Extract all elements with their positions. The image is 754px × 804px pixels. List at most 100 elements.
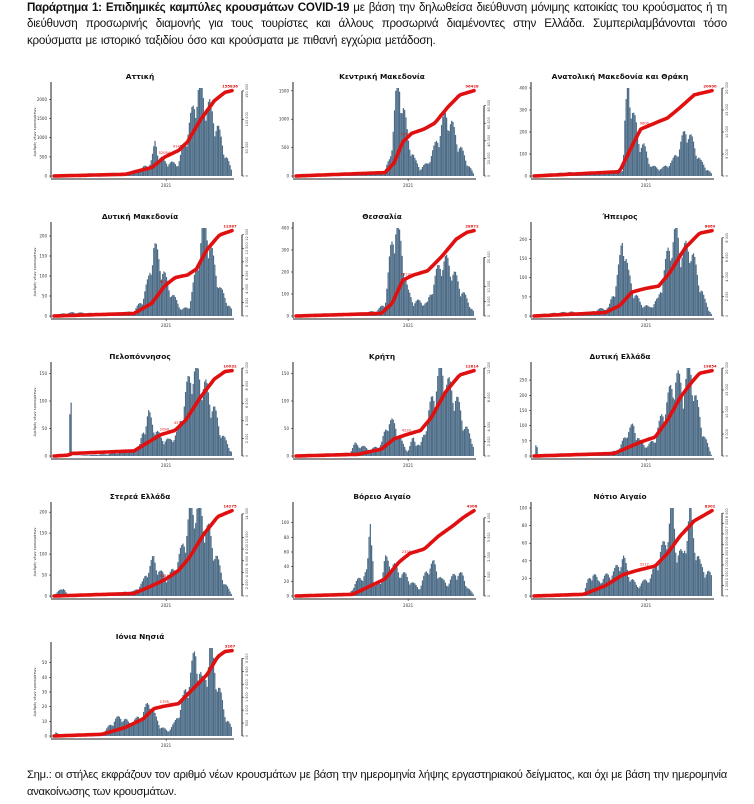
daily-bar (159, 728, 161, 736)
y2-tick-label: 2 000 (487, 552, 491, 562)
daily-bar (415, 160, 417, 176)
daily-bar (644, 146, 646, 176)
daily-bar (143, 711, 145, 736)
daily-bar (426, 301, 429, 316)
daily-bar (190, 508, 192, 596)
y2-tick-label: 0 (245, 735, 249, 737)
daily-bar (453, 126, 455, 176)
daily-bar (615, 286, 617, 316)
daily-bar (160, 437, 163, 456)
y-tick-label: 0 (524, 454, 527, 459)
y-tick-label: 150 (519, 256, 527, 261)
y2-tick-label: 6 000 (725, 252, 729, 262)
daily-bar (186, 691, 188, 736)
daily-bar (698, 157, 700, 176)
y-tick-label: 40 (42, 675, 48, 680)
daily-bar (699, 559, 701, 596)
daily-bar (421, 305, 424, 316)
daily-bar (404, 446, 406, 456)
daily-bar (162, 440, 164, 456)
daily-bar (195, 656, 197, 736)
daily-bar (704, 577, 706, 596)
daily-bar (223, 293, 225, 316)
daily-bar (392, 244, 394, 316)
daily-bar (396, 567, 398, 596)
daily-bar (704, 167, 706, 176)
daily-bar (60, 589, 62, 596)
daily-bar (462, 430, 464, 456)
daily-bar (184, 307, 187, 316)
daily-bar (117, 453, 119, 456)
daily-bar (400, 437, 402, 456)
cumulative-line (52, 228, 234, 318)
daily-bar (167, 166, 169, 176)
daily-bar (705, 439, 707, 456)
daily-bar (418, 589, 420, 596)
chart-svg: 0 50 100 150 200 2021 0 2 000 4 000 6 000 8 000 886… (519, 222, 729, 328)
daily-bar (181, 149, 183, 176)
daily-bar (654, 301, 656, 316)
daily-bar (625, 563, 627, 596)
daily-bar (591, 580, 593, 596)
daily-bar (671, 258, 673, 316)
y-tick-label: 0 (286, 594, 289, 599)
daily-bar (196, 267, 198, 316)
daily-bar (163, 574, 165, 596)
daily-bar (672, 242, 674, 316)
daily-bar (150, 560, 152, 596)
daily-bar (216, 287, 218, 316)
daily-bar (624, 437, 626, 456)
daily-bar (178, 307, 180, 316)
y2-tick-label: 20 000 (725, 82, 729, 94)
daily-bar (196, 368, 198, 456)
daily-bar (187, 308, 189, 316)
daily-bar (429, 568, 431, 596)
daily-bar (219, 565, 221, 596)
daily-bar (179, 309, 182, 316)
y-tick-label: 400 (519, 86, 527, 91)
daily-bar (397, 88, 399, 176)
daily-bar (700, 160, 702, 176)
daily-bar (647, 582, 649, 596)
daily-bar (148, 410, 150, 456)
daily-bar (642, 442, 644, 456)
daily-bar (437, 265, 439, 316)
daily-bar (156, 155, 159, 176)
daily-bar (397, 228, 399, 316)
daily-bar (204, 228, 206, 316)
daily-bar (223, 154, 225, 176)
daily-bar (123, 452, 126, 456)
daily-bar (649, 307, 651, 316)
cumulative-line (532, 368, 714, 458)
daily-bar (401, 574, 403, 596)
daily-bar (183, 546, 185, 596)
chart-svg: 0 100 200 300 400 2021 0 5 000 10 000 15 000 20 00… (519, 82, 729, 188)
y-tick-label: 200 (39, 510, 47, 515)
daily-bar (98, 454, 100, 456)
daily-bar (617, 566, 620, 596)
daily-bar (195, 522, 197, 596)
daily-bar (463, 292, 466, 316)
daily-bar (470, 438, 472, 456)
daily-bar (630, 424, 632, 456)
daily-bar (709, 451, 711, 456)
daily-bar (172, 294, 174, 316)
daily-bar (407, 140, 410, 176)
daily-bar (209, 249, 211, 316)
daily-bar (204, 381, 206, 456)
y-tick-label: 0 (286, 174, 289, 179)
daily-bar (186, 146, 188, 176)
daily-bar (418, 444, 420, 456)
daily-bar (172, 724, 174, 736)
daily-bar (191, 291, 193, 316)
daily-bar (691, 519, 693, 596)
daily-bar (462, 575, 464, 596)
y2-tick-label: 20 000 (487, 152, 491, 164)
daily-bar (609, 577, 611, 596)
y-tick-label: 200 (519, 130, 527, 135)
daily-bar (701, 567, 704, 596)
daily-bar (129, 723, 131, 736)
daily-bar (209, 404, 211, 456)
daily-bar (689, 368, 691, 456)
y2-tick-label: 150 000 (245, 84, 249, 98)
